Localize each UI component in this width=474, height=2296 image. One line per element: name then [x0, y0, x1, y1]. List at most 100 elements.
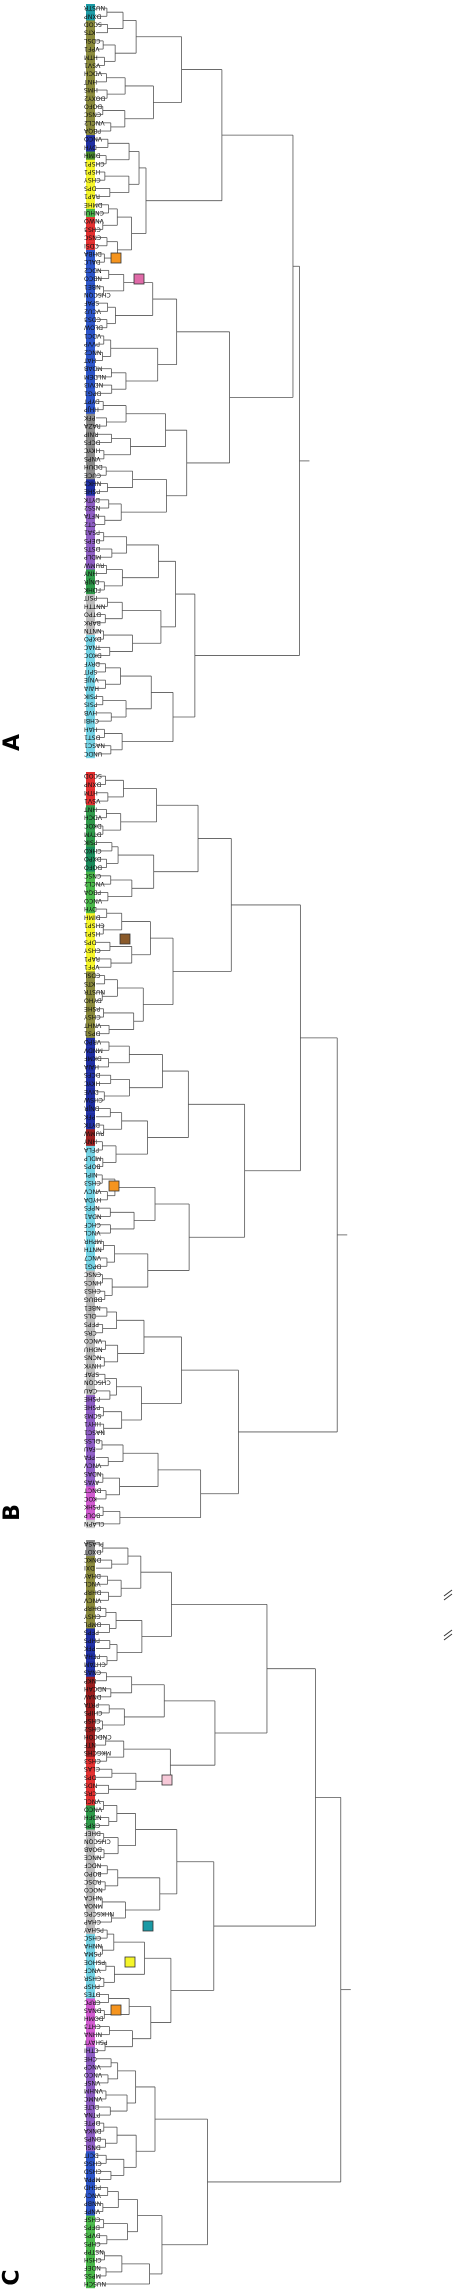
clade-color-block — [86, 12, 95, 21]
tip-label: HSP1 — [84, 930, 100, 937]
node-marker-b — [108, 1180, 120, 1192]
tip-label: DCFS — [84, 438, 101, 445]
clade-color-block — [86, 979, 95, 989]
clade-color-block — [86, 692, 95, 701]
clade-color-block — [86, 594, 95, 603]
clade-color-block — [86, 315, 95, 324]
tip-label: DLSS — [84, 1437, 100, 1444]
tip-label: PBQA — [83, 888, 101, 895]
clade-color-block — [86, 528, 95, 537]
tip-label: DXOT — [84, 1548, 101, 1555]
tip-label: VDC1 — [84, 332, 101, 339]
clade-color-block — [86, 749, 95, 759]
tip-label: DTES — [84, 1990, 100, 1997]
tip-label: NSS2 — [84, 504, 100, 511]
clade-color-block — [86, 1403, 95, 1412]
clade-color-block — [86, 569, 95, 578]
tip-label: DNAV — [83, 1693, 101, 1700]
tip-label: CHS3 — [84, 1757, 101, 1764]
tip-label: SCM3 — [84, 1412, 102, 1419]
clade-color-block — [86, 1652, 95, 1661]
clade-color-block — [86, 307, 95, 316]
tip-label: DLOW — [84, 324, 103, 331]
clade-color-block — [86, 725, 95, 734]
tip-label: VNCV — [83, 1596, 101, 1603]
clade-color-block — [86, 200, 95, 210]
clade-color-block — [86, 684, 95, 693]
clade-color-block — [86, 167, 95, 177]
clade-color-block — [86, 2119, 95, 2128]
tip-label: DHAY — [84, 1572, 101, 1579]
tip-label: NNC2 — [84, 348, 102, 355]
clade-color-block — [86, 1773, 95, 1782]
tip-label: HAT — [84, 357, 96, 364]
tip-label: DXNP — [84, 780, 102, 787]
clade-color-block — [86, 1893, 95, 1903]
tip-label: DYH — [84, 905, 97, 912]
clade-color-block — [86, 1596, 95, 1605]
clade-color-block — [86, 1974, 95, 1983]
clade-color-block — [86, 921, 95, 931]
clade-color-block — [86, 438, 95, 447]
clade-color-block — [86, 2223, 95, 2232]
clade-color-block — [86, 888, 95, 897]
tip-label: VNSF — [84, 2079, 101, 2086]
tip-label: HHJP — [84, 406, 99, 413]
clade-color-block — [86, 667, 95, 677]
clade-color-block — [86, 348, 95, 357]
tip-label: DXPO — [84, 855, 102, 862]
clade-color-block — [86, 2094, 95, 2104]
tip-label: VNCL — [83, 1229, 100, 1236]
clade-color-block — [86, 1909, 95, 1919]
tip-label: CAU — [84, 1387, 97, 1394]
tip-label: DOFO — [84, 864, 102, 871]
clade-color-block — [86, 1253, 95, 1263]
clade-color-block — [86, 1287, 95, 1296]
tip-label: CHSR — [83, 1974, 101, 1981]
tip-label: CHSCQN — [84, 1379, 111, 1386]
clade-color-block — [86, 988, 95, 997]
tip-label: DYHO — [84, 996, 102, 1003]
clade-color-block — [86, 1104, 95, 1113]
clade-color-block — [86, 1692, 95, 1702]
clade-color-block — [86, 1162, 95, 1171]
clade-color-block — [86, 1821, 95, 1830]
tip-label: DST1 — [84, 734, 100, 741]
clade-color-block — [86, 1958, 95, 1967]
clade-color-block — [86, 2111, 95, 2120]
clade-color-block — [86, 708, 95, 718]
clade-color-block — [86, 1096, 95, 1105]
tip-label: DLS — [84, 1312, 96, 1319]
clade-color-block — [86, 544, 95, 554]
clade-color-block — [86, 20, 95, 29]
clade-color-block — [86, 61, 95, 70]
tip-label: PSHOE — [84, 1958, 105, 1965]
clade-color-block — [86, 1612, 95, 1621]
clade-color-block — [86, 2215, 95, 2224]
clade-color-block — [86, 1378, 95, 1387]
clade-color-block — [86, 1129, 95, 1138]
tip-label: NPFS — [84, 1204, 100, 1211]
tip-label: FAU — [84, 1445, 96, 1452]
clade-color-block — [86, 1781, 95, 1790]
tip-label: CHCF — [84, 1221, 101, 1228]
clade-color-block — [86, 340, 95, 349]
tip-label: HNYK — [83, 1362, 101, 1369]
tip-label: VNCY — [84, 2192, 101, 2199]
clade-color-block — [86, 1154, 95, 1163]
clade-color-block — [86, 53, 95, 62]
clade-color-block — [86, 1071, 95, 1080]
clade-color-block — [86, 1604, 95, 1613]
clade-color-block — [86, 118, 95, 128]
tip-label: MNDV — [83, 1046, 103, 1053]
tip-label: KTS — [84, 980, 95, 987]
tip-label: CRPC — [84, 1998, 101, 2005]
tip-label: CHSP — [84, 1717, 101, 1724]
tip-label: CHIPS — [84, 1709, 103, 1716]
tip-label: VNC7 — [84, 1254, 101, 1261]
tip-label: PSMA — [83, 1950, 101, 1957]
tip-label: HNY — [84, 570, 97, 577]
clade-color-block — [86, 1386, 95, 1396]
clade-color-block — [86, 1668, 95, 1677]
clade-color-block — [86, 1336, 95, 1346]
